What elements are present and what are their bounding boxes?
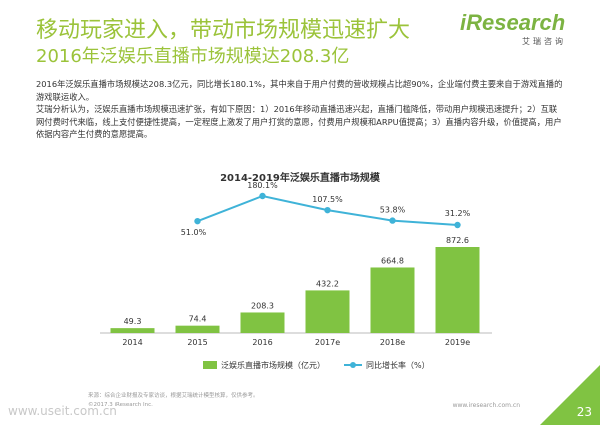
x-tick-2018e: 2018e: [380, 338, 405, 347]
bar-2017e: [305, 290, 350, 333]
page-title: 移动玩家进入，带动市场规模迅速扩大: [36, 18, 411, 43]
growth-point-2017e: [324, 206, 331, 214]
bar-label-2016: 208.3: [251, 301, 274, 310]
source-note: 来源：综合企业财报及专家访谈，根据艾瑞统计模型核算，仅供参考。: [88, 393, 259, 399]
bar-label-2019e: 872.6: [446, 236, 469, 245]
page-subtitle: 2016年泛娱乐直播市场规模达208.3亿: [36, 46, 350, 67]
copyright-note: ©2017.3 iResearch Inc.: [88, 402, 153, 408]
growth-label-2017e: 107.5%: [312, 195, 343, 204]
logo-subtext: 艾瑞咨询: [522, 37, 566, 46]
bar-2015: [175, 325, 220, 333]
bar-label-2015: 74.4: [189, 315, 207, 324]
x-tick-2019e: 2019e: [445, 338, 470, 347]
logo-text: iResearch: [460, 10, 566, 35]
growth-point-2015: [194, 217, 201, 225]
legend-line-label: 同比增长率（%）: [366, 360, 430, 370]
growth-label-2018e: 53.8%: [380, 206, 406, 215]
legend-line-marker: [350, 362, 356, 368]
x-tick-2017e: 2017e: [315, 338, 340, 347]
growth-label-2015: 51.0%: [181, 228, 207, 237]
bar-label-2018e: 664.8: [381, 256, 404, 265]
growth-point-2016: [259, 192, 266, 200]
website-url: www.iresearch.com.cn: [452, 402, 520, 409]
page-number: 23: [576, 405, 592, 419]
legend-bar-swatch: [203, 361, 217, 369]
bar-2019e: [435, 247, 480, 333]
growth-point-2018e: [389, 217, 396, 224]
paragraph-2: 艾瑞分析认为，泛娱乐直播市场规模迅速扩张，有如下原因：1）2016年移动直播迅速…: [36, 104, 562, 139]
x-tick-2014: 2014: [122, 338, 142, 347]
legend-bar-label: 泛娱乐直播市场规模（亿元）: [221, 360, 325, 370]
bar-label-2014: 49.3: [124, 317, 142, 326]
bar-2016: [240, 312, 285, 333]
bar-2018e: [370, 267, 415, 333]
page-corner-decoration: [540, 365, 600, 425]
chart-legend: 泛娱乐直播市场规模（亿元） 同比增长率（%）: [203, 360, 430, 370]
growth-label-2019e: 31.2%: [445, 209, 471, 218]
chart-title: 2014-2019年泛娱乐直播市场规模: [220, 171, 381, 184]
watermark-text: www.useit.com.cn: [8, 404, 117, 418]
bar-2014: [110, 328, 155, 333]
iresearch-logo: iResearch 艾瑞咨询: [460, 10, 572, 48]
x-tick-2015: 2015: [187, 338, 207, 347]
paragraph-1: 2016年泛娱乐直播市场规模达208.3亿元，同比增长180.1%，其中来自于用…: [36, 79, 563, 102]
analysis-text: 2016年泛娱乐直播市场规模达208.3亿元，同比增长180.1%，其中来自于用…: [36, 78, 564, 141]
x-tick-2016: 2016: [252, 338, 272, 347]
bar-label-2017e: 432.2: [316, 279, 339, 288]
growth-label-2016: 180.1%: [247, 181, 278, 190]
growth-point-2019e: [454, 221, 461, 229]
